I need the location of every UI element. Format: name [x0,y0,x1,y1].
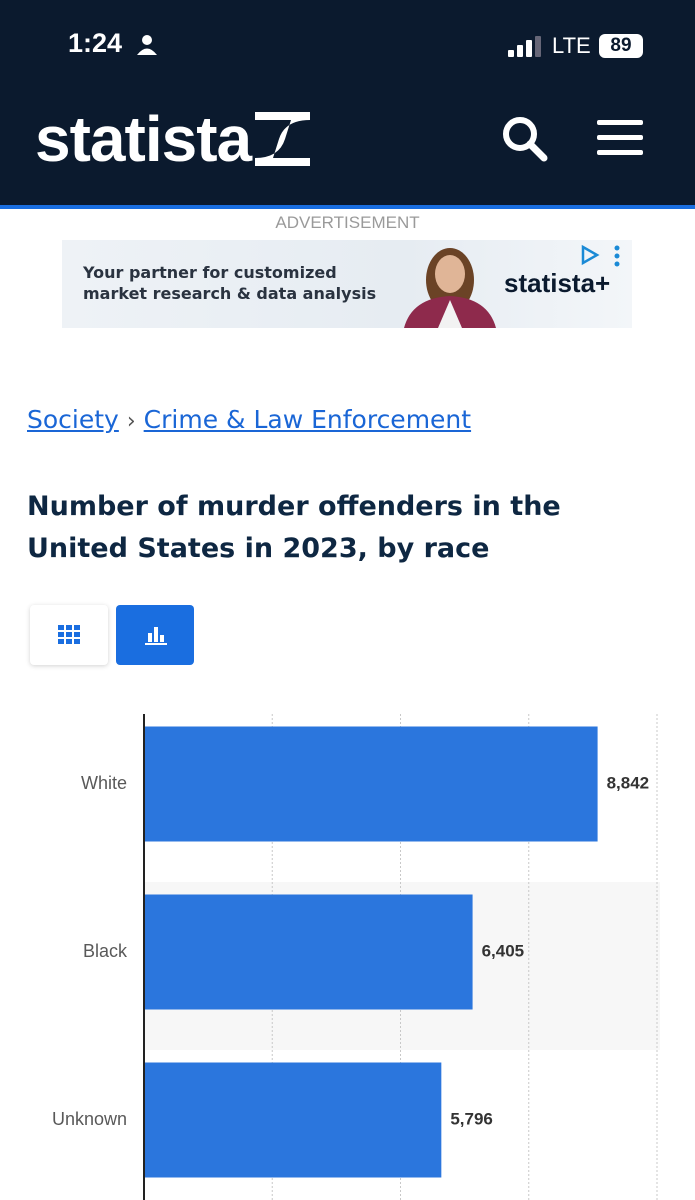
bar [144,1062,442,1178]
table-icon [58,625,80,644]
logo[interactable]: statista [35,103,252,175]
value-label: 8,842 [607,773,650,792]
breadcrumb-link[interactable]: Crime & Law Enforcement [143,405,472,434]
ad-banner[interactable]: Your partner for customized market resea… [62,240,632,328]
search-icon[interactable] [500,114,548,162]
chart: White 8,842 Black 6,405 Unknown 5,796 [52,714,660,1200]
y-tick-label: White [81,773,127,793]
ad-photo [404,248,496,328]
ad-choices[interactable] [580,244,626,268]
y-tick-label: Black [83,941,128,961]
chart-title: Number of murder offenders in the United… [27,491,561,564]
chart-view-button[interactable] [116,605,194,665]
person-icon [137,35,157,55]
breadcrumb-separator: › [126,409,136,434]
menu-icon[interactable] [597,118,643,158]
bar [144,894,473,1010]
battery: 89 [599,34,643,58]
ad-text: Your partner for customized market resea… [83,263,377,303]
breadcrumb: Society › Crime & Law Enforcement [27,405,471,434]
breadcrumb-link[interactable]: Society [27,405,119,434]
value-label: 5,796 [450,1109,493,1128]
chart-icon [145,627,167,645]
value-label: 6,405 [482,941,525,960]
status-time: 1:24 [68,28,123,58]
y-tick-label: Unknown [52,1109,127,1129]
status-network: LTE [552,33,591,58]
signal-icon [508,36,541,57]
top-bar [0,0,695,205]
ad-brand: statista+ [504,268,611,298]
header-rule [0,205,695,209]
bar [144,726,598,842]
logo-mark [255,112,310,166]
ad-label: ADVERTISEMENT [275,213,420,232]
table-view-button[interactable] [30,605,108,665]
